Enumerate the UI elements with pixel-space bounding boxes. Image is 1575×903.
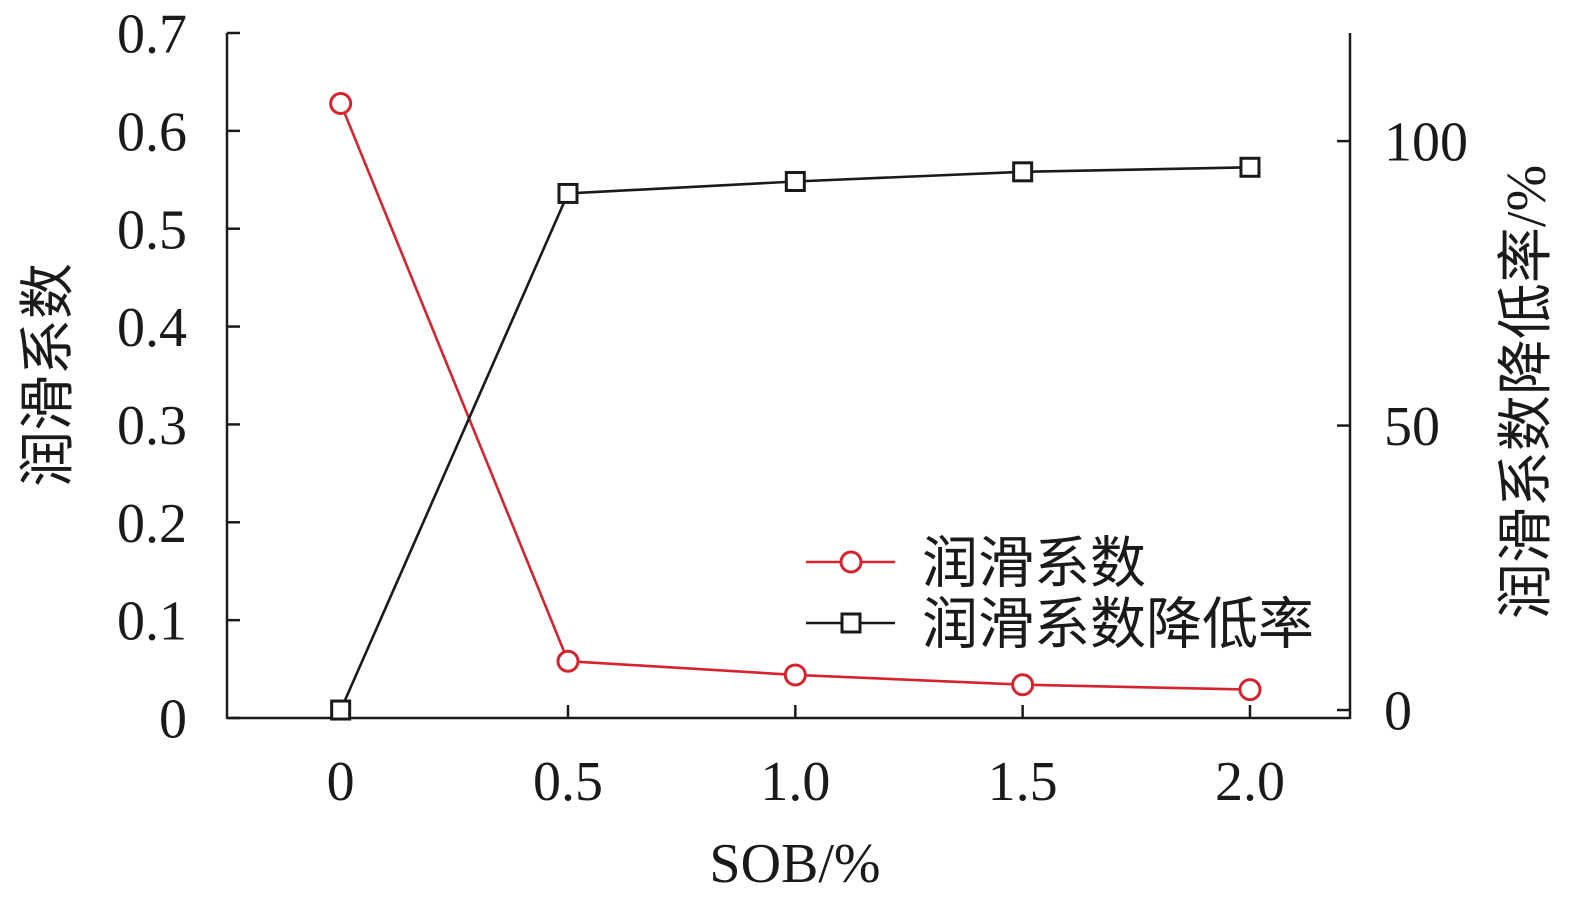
plot-area: 0 0.5 1.0 1.5 2.0 0 0.1 0.2 0.3 0.4 0.5 0.6 0.7 0 50 10… — [117, 4, 1468, 813]
series-markers — [329, 91, 1262, 721]
y-left-tick-label: 0.6 — [117, 101, 187, 163]
y-axis-left-label: 润滑系数 — [18, 263, 80, 487]
x-tick-label: 0 — [327, 751, 355, 813]
legend-label: 润滑系数降低率 — [922, 595, 1314, 657]
y-left-tick-label: 0.7 — [117, 4, 187, 66]
lubrication-coefficient-reduction-rate-point — [784, 170, 806, 192]
x-tick-label: 1.5 — [988, 751, 1058, 813]
y-axis-right-label: 润滑系数降低率/% — [1496, 165, 1558, 619]
y-left-tick-label: 0 — [159, 689, 187, 751]
legend-item-reduction-rate: 润滑系数降低率 — [806, 595, 1314, 657]
y-left-tick-label: 0.4 — [117, 297, 187, 359]
y-right-tick-label: 0 — [1384, 681, 1412, 743]
legend-item-lubrication-coefficient: 润滑系数 — [806, 534, 1146, 596]
y-left-tick-label: 0.5 — [117, 199, 187, 261]
lubrication-coefficient-point — [783, 663, 807, 687]
lubrication-coefficient-point — [556, 649, 580, 673]
lubrication-coefficient-reduction-rate-point — [330, 699, 352, 721]
x-tick-label: 2.0 — [1215, 751, 1285, 813]
lubrication-coefficient-point — [1238, 678, 1262, 702]
lubrication-coefficient-reduction-rate-point — [1239, 156, 1261, 178]
legend-label: 润滑系数 — [922, 534, 1146, 596]
legend-square-marker — [840, 612, 862, 634]
y-right-tick-label: 100 — [1384, 112, 1468, 174]
axis-tick-labels: 0 0.5 1.0 1.5 2.0 0 0.1 0.2 0.3 0.4 0.5 0.6 0.7 0 50 10… — [117, 4, 1468, 813]
y-left-tick-label: 0.1 — [117, 591, 187, 653]
y-right-tick-label: 50 — [1384, 396, 1440, 458]
x-tick-label: 1.0 — [760, 751, 830, 813]
x-tick-label: 0.5 — [533, 751, 603, 813]
axis-ticks — [227, 31, 1350, 720]
lubrication-coefficient-reduction-rate-point — [1012, 161, 1034, 183]
y-left-tick-label: 0.3 — [117, 395, 187, 457]
y-left-tick-label: 0.2 — [117, 493, 187, 555]
lubrication-coefficient-point — [329, 91, 353, 115]
legend: 润滑系数 润滑系数降低率 — [806, 534, 1314, 657]
legend-circle-marker — [839, 550, 863, 574]
lubrication-coefficient-reduction-rate-point — [557, 182, 579, 204]
x-axis-label: SOB/% — [709, 833, 880, 895]
lubrication-coefficient-point — [1011, 673, 1035, 697]
